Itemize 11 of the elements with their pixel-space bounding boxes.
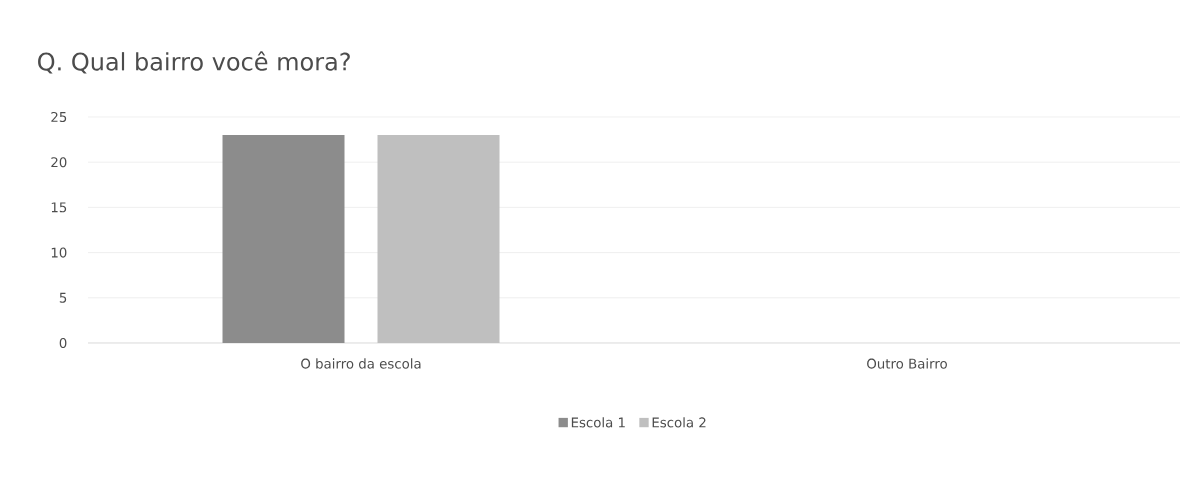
y-tick-label: 10: [51, 247, 67, 258]
x-tick-label: Outro Bairro: [867, 358, 947, 369]
y-tick-label: 20: [51, 157, 67, 168]
legend-label: Escola 1: [571, 417, 625, 428]
y-tick-label: 0: [59, 337, 67, 349]
y-tick-label: 5: [59, 292, 67, 303]
x-tick-label: O bairro da escola: [301, 358, 421, 369]
chart-title: Q. Qual bairro você mora?: [38, 51, 350, 74]
y-tick-label: 25: [51, 111, 67, 123]
y-tick-label: 15: [51, 202, 67, 213]
legend-label: Escola 2: [652, 417, 706, 428]
